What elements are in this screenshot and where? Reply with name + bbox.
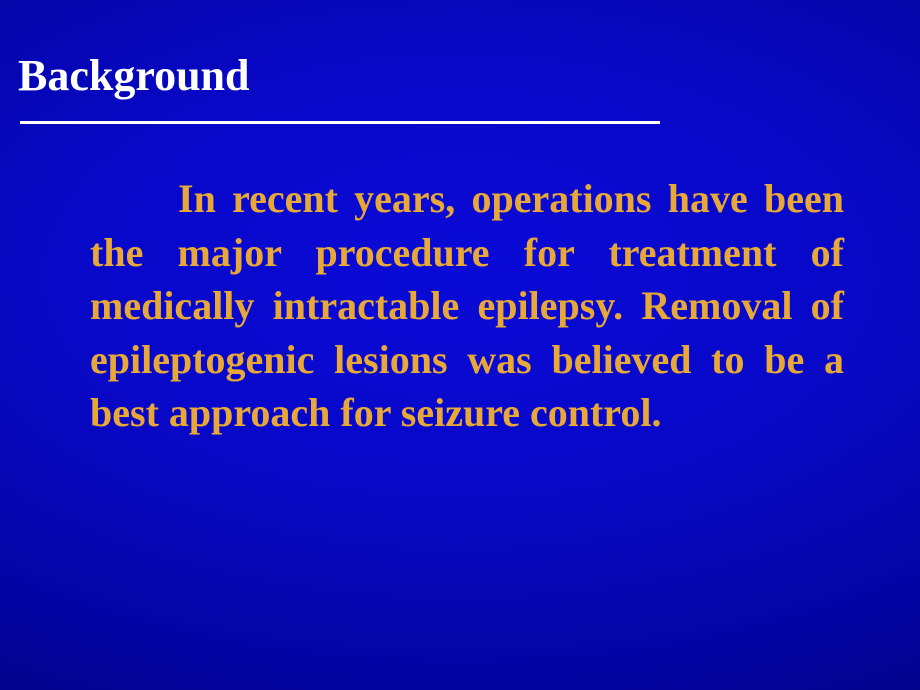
slide-container: Background In recent years, operations h… [0, 0, 920, 690]
title-divider [20, 121, 660, 124]
slide-body-text: In recent years, operations have been th… [18, 172, 902, 440]
slide-title: Background [18, 50, 902, 101]
